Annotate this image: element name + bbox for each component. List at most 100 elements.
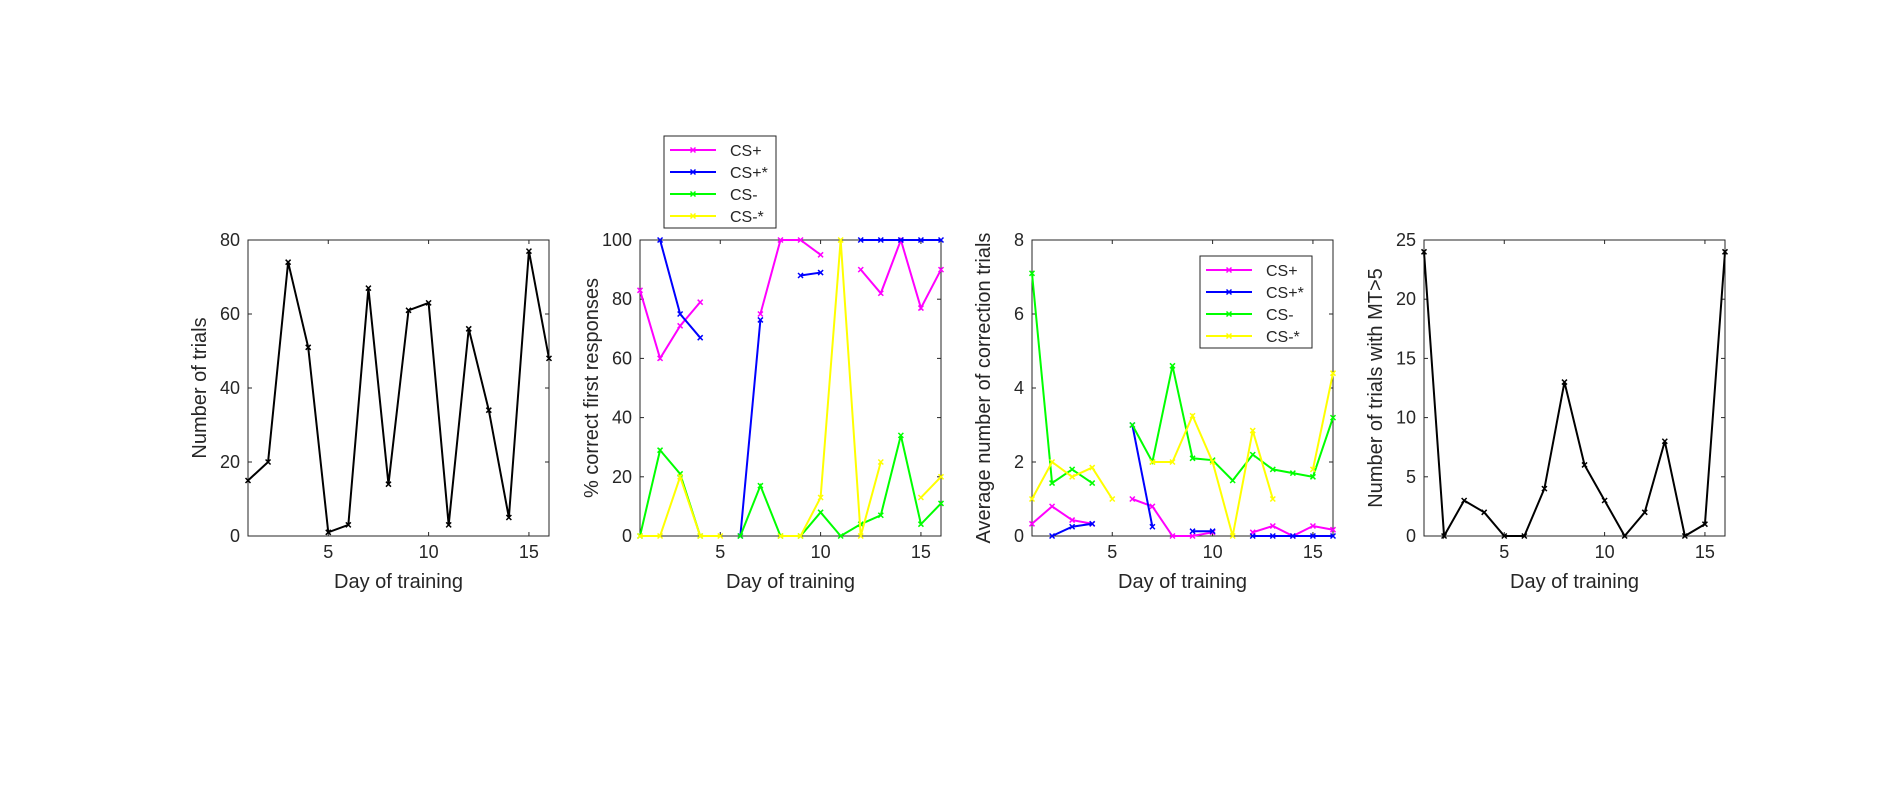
data-point-marker: [1309, 522, 1316, 530]
data-point-marker: [657, 447, 664, 454]
y-tick-label: 60: [612, 348, 632, 368]
legend-label: CS-: [1266, 307, 1294, 324]
legend: CS+ CS+* CS- CS-*: [1199, 255, 1313, 349]
legend-entry: CS+: [670, 143, 762, 160]
x-tick-label: 10: [1203, 542, 1223, 562]
data-point-marker: [697, 299, 704, 306]
data-point-marker: [1049, 532, 1056, 540]
data-point-marker: [1461, 497, 1468, 504]
series-cs-: [657, 236, 945, 540]
panel-trials-with-mt-over-5: 5 10 15 0 5 10 15 20 25 Day of training Number of …: [1365, 230, 1729, 593]
legend-entry: CS+*: [670, 165, 768, 182]
data-point-marker: [1189, 455, 1196, 462]
legend-label: CS-: [730, 187, 758, 204]
y-tick-label: 20: [220, 452, 240, 472]
legend: CS+ CS+* CS- CS-*: [663, 135, 777, 229]
data-point-marker: [1521, 532, 1528, 540]
data-point-marker: [1661, 438, 1668, 445]
y-tick-label: 0: [1014, 526, 1024, 546]
x-tick-label: 5: [715, 542, 725, 562]
x-tick-label: 10: [811, 542, 831, 562]
data-point-marker: [1289, 470, 1296, 477]
data-point-marker: [345, 521, 352, 528]
y-tick-label: 100: [602, 230, 632, 250]
data-point-marker: [365, 285, 372, 292]
data-point-marker: [385, 481, 392, 488]
data-point-marker: [777, 532, 784, 540]
data-point-marker: [1681, 532, 1688, 540]
y-tick-label: 80: [220, 230, 240, 250]
data-point-marker: [1229, 532, 1236, 540]
legend-marker: [689, 146, 697, 154]
data-point-marker: [1209, 458, 1216, 466]
x-tick-label: 10: [1595, 542, 1615, 562]
data-point-marker: [525, 248, 532, 255]
y-tick-label: 0: [1406, 526, 1416, 546]
data-point-marker: [1329, 370, 1337, 377]
data-point-marker: [1149, 458, 1156, 466]
data-point-marker: [1621, 532, 1628, 540]
data-point-marker: [1269, 532, 1276, 540]
data-point-marker: [1269, 522, 1276, 530]
legend-entry: CS-: [670, 187, 758, 204]
x-tick-label: 10: [419, 542, 439, 562]
data-point-marker: [797, 236, 804, 244]
data-point-marker: [636, 287, 644, 294]
legend-marker: [689, 190, 697, 198]
y-axis-label: Average number of correction trials: [973, 233, 995, 544]
x-axis-label: Day of training: [334, 571, 463, 593]
series-cs-: [1028, 270, 1337, 487]
data-point-marker: [937, 266, 945, 273]
data-point-marker: [1249, 427, 1256, 434]
data-point-marker: [505, 514, 512, 521]
data-point-marker: [1089, 480, 1096, 487]
data-point-marker: [1249, 532, 1256, 540]
data-point-marker: [1721, 248, 1729, 255]
x-axis-label: Day of training: [1510, 571, 1639, 593]
data-point-marker: [1149, 503, 1156, 510]
data-point-marker: [1641, 509, 1648, 516]
data-point-marker: [305, 344, 312, 351]
data-point-marker: [757, 482, 764, 489]
data-point-marker: [1309, 473, 1316, 480]
data-point-marker: [677, 473, 684, 480]
data-point-marker: [1481, 509, 1488, 516]
legend-marker: [689, 168, 697, 176]
y-tick-label: 40: [612, 408, 632, 428]
data-point-marker: [1501, 532, 1508, 540]
data-point-marker: [1189, 532, 1196, 540]
data-point-marker: [1089, 464, 1096, 471]
data-point-marker: [817, 251, 824, 258]
data-point-marker: [837, 236, 844, 244]
data-point-marker: [1028, 270, 1036, 277]
data-point-marker: [817, 494, 824, 501]
data-point-marker: [1189, 528, 1196, 535]
data-point-marker: [1541, 485, 1548, 492]
legend-label: CS+: [1266, 263, 1298, 280]
series-line: [247, 250, 550, 534]
data-point-marker: [545, 355, 553, 362]
y-tick-label: 10: [1396, 408, 1416, 428]
data-point-marker: [1269, 466, 1276, 473]
series-line: [1031, 505, 1093, 525]
data-point-marker: [697, 532, 704, 540]
data-point-marker: [1420, 248, 1428, 255]
data-point-marker: [1581, 461, 1588, 468]
data-point-marker: [1069, 523, 1076, 530]
data-point-marker: [1329, 414, 1337, 421]
data-point-marker: [1701, 521, 1708, 528]
series-cs-: [636, 236, 945, 540]
data-point-marker: [677, 322, 684, 329]
y-tick-label: 0: [230, 526, 240, 546]
legend-entry: CS-: [1206, 307, 1294, 324]
data-point-marker: [265, 458, 272, 466]
data-point-marker: [1069, 466, 1076, 473]
x-axis-label: Day of training: [1118, 571, 1247, 593]
series-line: [920, 476, 942, 499]
data-point-marker: [657, 532, 664, 540]
series-cs-: [1028, 370, 1337, 540]
y-tick-label: 15: [1396, 348, 1416, 368]
y-tick-label: 40: [220, 378, 240, 398]
data-point-marker: [657, 236, 664, 244]
